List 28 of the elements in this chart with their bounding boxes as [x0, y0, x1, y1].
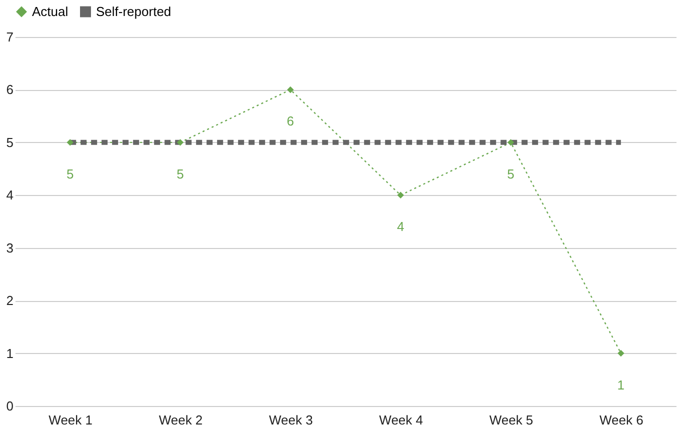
x-tick-label: Week 1 — [48, 412, 93, 428]
data-label: 5 — [66, 166, 74, 182]
data-label: 5 — [507, 166, 514, 182]
y-tick-label: 4 — [6, 188, 14, 203]
y-tick-label: 3 — [6, 240, 14, 256]
legend-label: Self-reported — [96, 4, 172, 19]
point — [176, 139, 184, 146]
point — [66, 139, 74, 146]
x-tick-label: Week 5 — [489, 412, 534, 428]
point — [618, 350, 624, 357]
point — [507, 139, 514, 146]
y-tick-label: 6 — [6, 82, 14, 98]
data-label: 5 — [176, 166, 184, 182]
y-tick-label: 5 — [6, 134, 14, 150]
point — [287, 86, 294, 94]
y-tick-label: 0 — [6, 398, 14, 414]
x-tick-label: Week 2 — [158, 412, 203, 428]
y-tick-label: 1 — [6, 346, 14, 361]
data-label: 6 — [286, 114, 294, 129]
x-tick-label: Week 6 — [599, 412, 644, 428]
y-tick-label: 2 — [6, 293, 14, 308]
legend-label: Actual — [32, 4, 68, 19]
x-tick-label: Week 3 — [268, 412, 313, 428]
y-tick-label: 7 — [6, 30, 14, 44]
data-label: 1 — [617, 377, 625, 392]
point — [397, 192, 404, 198]
data-label: 4 — [396, 219, 404, 234]
x-tick-label: Week 4 — [379, 412, 424, 428]
